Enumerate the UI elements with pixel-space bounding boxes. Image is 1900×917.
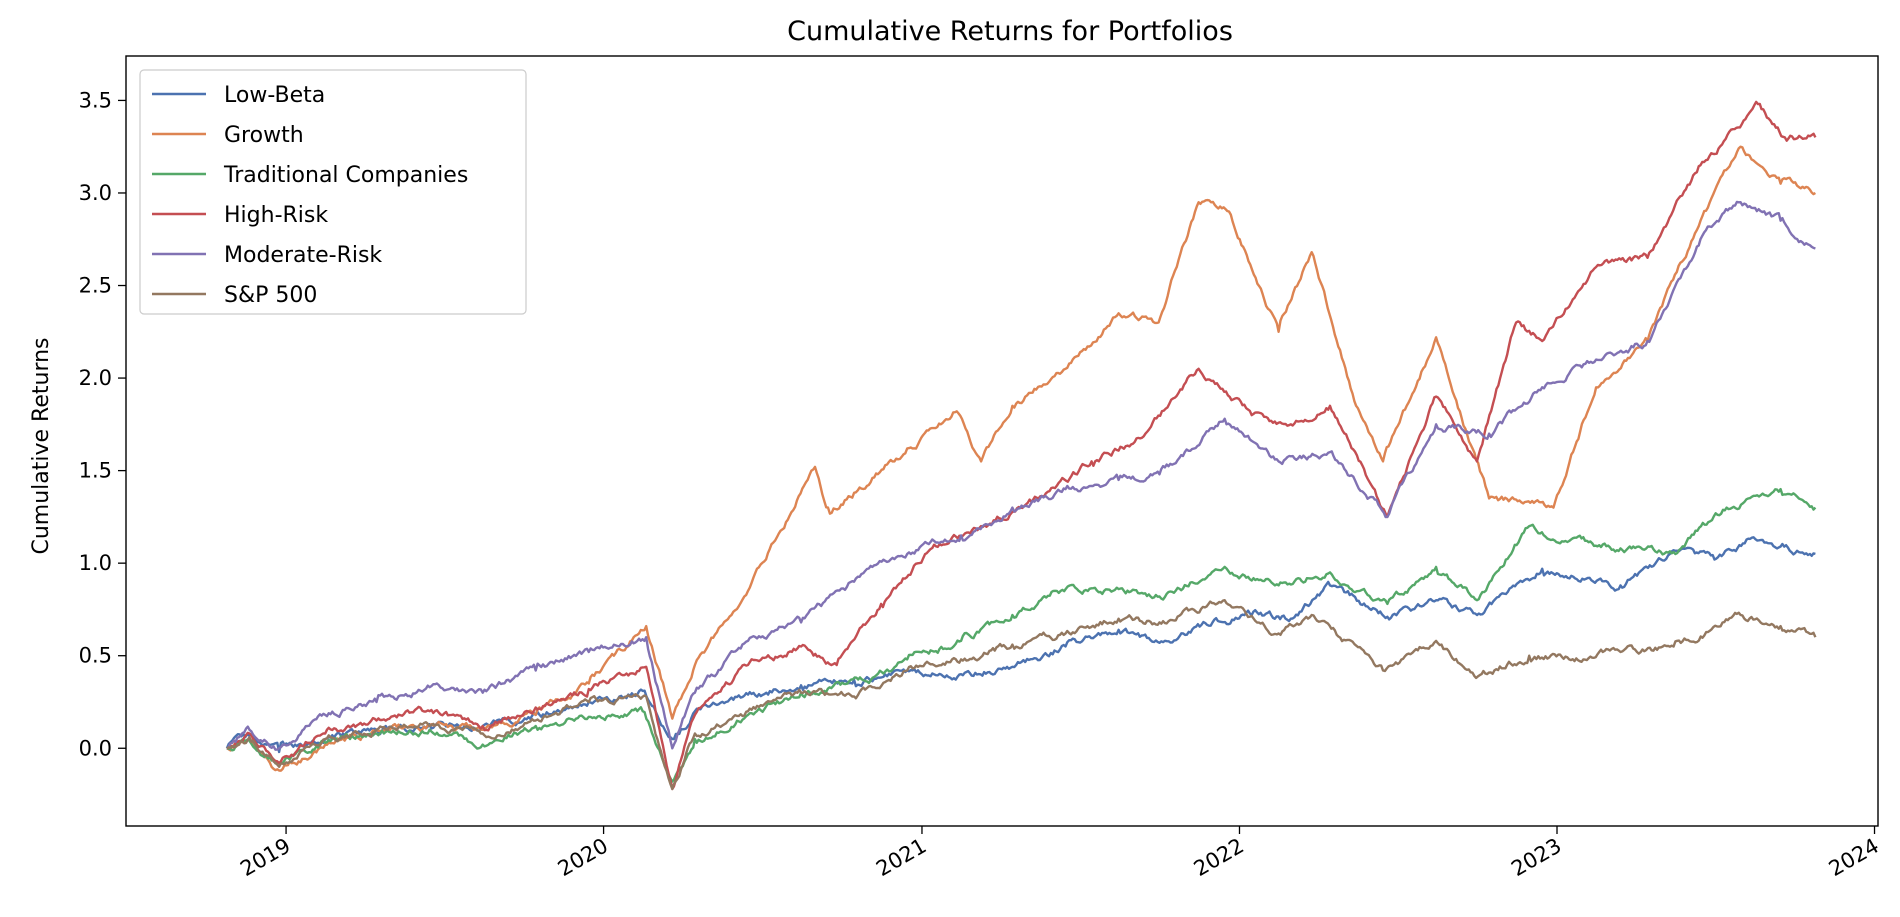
legend-entry-label: Traditional Companies bbox=[223, 163, 468, 188]
plot-area-frame bbox=[125, 55, 1879, 827]
x-tick-label: 2021 bbox=[872, 834, 930, 882]
y-axis-label: Cumulative Returns bbox=[29, 337, 54, 554]
series-lines bbox=[225, 100, 1817, 791]
legend-entry-label: S&P 500 bbox=[224, 283, 317, 308]
x-tick-label: 2023 bbox=[1507, 834, 1565, 882]
x-tick-label: 2020 bbox=[554, 834, 612, 882]
legend-entry-label: High-Risk bbox=[224, 203, 328, 228]
legend-entry-label: Growth bbox=[224, 123, 304, 148]
y-tick-label: 1.0 bbox=[79, 551, 112, 575]
legend-box bbox=[139, 69, 527, 315]
series-line-traditional-companies bbox=[226, 487, 1817, 783]
y-axis: 0.0 0.5 1.0 1.5 2.0 2.5 3.0 3.5 bbox=[79, 88, 126, 760]
y-tick-label: 2.0 bbox=[79, 366, 112, 390]
series-line-low-beta bbox=[225, 536, 1816, 754]
legend: Low-Beta Growth Traditional Companies High-… bbox=[139, 69, 527, 315]
series-line-s-p-500 bbox=[226, 599, 1817, 791]
series-line-moderate-risk bbox=[226, 200, 1816, 751]
chart-title: Cumulative Returns for Portfolios bbox=[787, 16, 1233, 47]
x-tick-label: 2022 bbox=[1190, 834, 1248, 882]
y-tick-label: 2.5 bbox=[79, 274, 112, 298]
y-tick-label: 1.5 bbox=[79, 459, 112, 483]
x-tick-label: 2019 bbox=[236, 834, 294, 882]
y-tick-label: 0.0 bbox=[79, 736, 112, 760]
y-tick-label: 3.5 bbox=[79, 88, 112, 112]
x-axis: 2019 2020 2021 2022 2023 2024 bbox=[236, 826, 1883, 881]
y-tick-label: 3.0 bbox=[79, 181, 112, 205]
legend-entry-label: Low-Beta bbox=[224, 83, 325, 108]
y-tick-label: 0.5 bbox=[79, 644, 112, 668]
series-line-high-risk bbox=[226, 100, 1817, 791]
legend-entry-label: Moderate-Risk bbox=[224, 243, 382, 268]
x-tick-label: 2024 bbox=[1825, 834, 1883, 882]
